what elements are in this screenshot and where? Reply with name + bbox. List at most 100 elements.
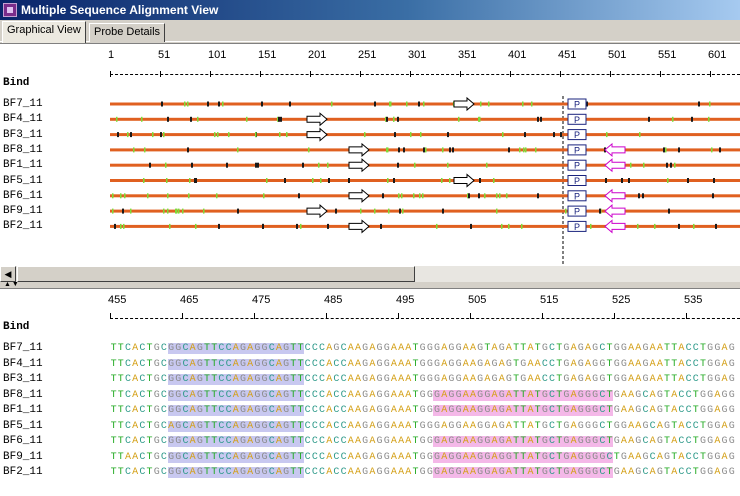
horizontal-scrollbar[interactable]: ◀ bbox=[0, 265, 740, 282]
variation-mark bbox=[553, 132, 555, 138]
variation-mark bbox=[478, 116, 480, 122]
variation-mark bbox=[167, 208, 169, 214]
overview-sequence-name[interactable]: BF3_11 bbox=[3, 128, 43, 141]
overview-ruler-tick bbox=[660, 71, 661, 77]
variation-mark bbox=[300, 223, 302, 229]
variation-mark bbox=[237, 208, 239, 214]
variation-mark bbox=[296, 223, 298, 229]
reverse-primer-arrow-icon bbox=[604, 219, 626, 234]
probe-box bbox=[567, 220, 587, 232]
variation-mark bbox=[678, 147, 680, 153]
sequence-bases: TTCACTGCGGCAGTTCCAGAGGCAGTTCCCACCAAGAGGA… bbox=[110, 405, 735, 416]
variation-mark bbox=[194, 178, 196, 183]
variation-mark bbox=[130, 132, 132, 138]
variation-mark bbox=[643, 162, 645, 168]
variation-mark bbox=[216, 193, 218, 199]
variation-mark bbox=[479, 178, 481, 183]
overview-panel: 1 51 101 151 201 251 301 351 401 451 501 551 601 Bin… bbox=[0, 43, 740, 266]
variation-mark bbox=[590, 223, 592, 229]
detail-sequence-name[interactable]: BF3_11 bbox=[3, 373, 43, 385]
scroll-left-icon[interactable]: ◀ bbox=[0, 266, 16, 282]
variation-mark bbox=[537, 193, 539, 199]
overview-sequence-name[interactable]: BF4_11 bbox=[3, 113, 43, 126]
variation-mark bbox=[565, 208, 567, 214]
variation-mark bbox=[402, 208, 404, 214]
detail-sequence-name[interactable]: BF8_11 bbox=[3, 388, 43, 401]
variation-mark bbox=[397, 116, 399, 122]
variation-mark bbox=[318, 162, 320, 168]
variation-mark bbox=[116, 116, 118, 122]
variation-mark bbox=[278, 116, 280, 122]
variation-mark bbox=[222, 101, 224, 107]
variation-mark bbox=[393, 116, 395, 122]
overview-sequence-name[interactable]: BF1_11 bbox=[3, 159, 43, 172]
overview-sequence-name[interactable]: BF5_11 bbox=[3, 174, 43, 187]
tab-graphical-view[interactable]: Graphical View bbox=[2, 21, 86, 43]
variation-mark bbox=[524, 132, 526, 138]
variation-mark bbox=[386, 147, 388, 153]
overview-sequence-name[interactable]: BF9_11 bbox=[3, 205, 43, 218]
overview-sequence-name[interactable]: BF8_11 bbox=[3, 143, 43, 156]
variation-mark bbox=[112, 193, 114, 199]
forward-primer-arrow-icon bbox=[348, 188, 370, 203]
variation-mark bbox=[167, 116, 169, 122]
overview-sequence-name[interactable]: BF2_11 bbox=[3, 220, 43, 233]
variation-mark bbox=[382, 193, 384, 199]
variation-mark bbox=[442, 147, 444, 153]
detail-ruler-label: 475 bbox=[252, 294, 271, 306]
splitter-grip-icon[interactable]: ▲▼ bbox=[4, 281, 20, 288]
sequence-bases: TTCACTGCGGCAGTTCCAGAGGCAGTTCCCACCAAGAGGA… bbox=[110, 467, 735, 478]
variation-mark bbox=[499, 193, 501, 199]
variation-mark bbox=[176, 208, 178, 214]
reverse-primer-arrow-icon bbox=[604, 142, 626, 157]
detail-sequence-name[interactable]: BF1_11 bbox=[3, 404, 43, 416]
probe-label: P bbox=[574, 161, 580, 171]
variation-mark bbox=[719, 147, 721, 153]
sequence-track bbox=[110, 194, 740, 198]
overview-ruler-tick bbox=[310, 71, 311, 77]
variation-mark bbox=[169, 223, 171, 229]
panel-splitter[interactable]: ▲▼ bbox=[0, 281, 740, 288]
variation-mark bbox=[163, 208, 165, 214]
variation-mark bbox=[189, 178, 191, 183]
overview-ruler-label: 201 bbox=[308, 49, 327, 61]
variation-mark bbox=[605, 178, 607, 183]
variation-mark bbox=[621, 178, 623, 183]
variation-mark bbox=[175, 208, 177, 214]
title-bar: Multiple Sequence Alignment View bbox=[0, 0, 740, 20]
overview-sequence-name[interactable]: BF6_11 bbox=[3, 189, 43, 202]
probe-box bbox=[567, 113, 587, 125]
variation-mark bbox=[648, 116, 650, 122]
overview-ruler-label: 351 bbox=[458, 49, 477, 61]
window-title: Multiple Sequence Alignment View bbox=[21, 3, 219, 17]
detail-sequence-name[interactable]: BF2_11 bbox=[3, 466, 43, 478]
detail-sequence-name[interactable]: BF7_11 bbox=[3, 342, 43, 354]
variation-mark bbox=[447, 162, 449, 168]
variation-mark bbox=[508, 147, 510, 153]
variation-mark bbox=[195, 223, 197, 229]
variation-mark bbox=[166, 178, 168, 183]
variation-mark bbox=[257, 162, 259, 168]
detail-ruler-label: 535 bbox=[684, 294, 703, 306]
detail-sequence-name[interactable]: BF5_11 bbox=[3, 419, 43, 432]
variation-mark bbox=[436, 223, 438, 229]
detail-panel: 455 465 475 485 495 505 515 525 535 Bind BF7_11 T… bbox=[0, 288, 740, 496]
forward-primer-arrow-icon bbox=[348, 219, 370, 234]
variation-mark bbox=[486, 162, 488, 168]
overview-sequence-name[interactable]: BF7_11 bbox=[3, 98, 43, 110]
scrollbar-thumb[interactable] bbox=[17, 266, 415, 282]
detail-ruler-tick bbox=[398, 313, 399, 319]
overview-ruler-label: 601 bbox=[708, 49, 727, 61]
detail-sequence-name[interactable]: BF6_11 bbox=[3, 435, 43, 447]
variation-mark bbox=[521, 223, 523, 229]
variation-mark bbox=[467, 193, 469, 199]
variation-mark bbox=[403, 147, 405, 153]
variation-mark bbox=[488, 101, 490, 107]
sequence-track bbox=[110, 209, 740, 213]
variation-mark bbox=[187, 101, 189, 107]
tab-probe-details[interactable]: Probe Details bbox=[89, 23, 166, 42]
detail-sequence-name[interactable]: BF4_11 bbox=[3, 357, 43, 370]
variation-mark bbox=[484, 193, 486, 199]
detail-sequence-name[interactable]: BF9_11 bbox=[3, 450, 43, 463]
forward-primer-arrow-icon bbox=[453, 173, 475, 188]
